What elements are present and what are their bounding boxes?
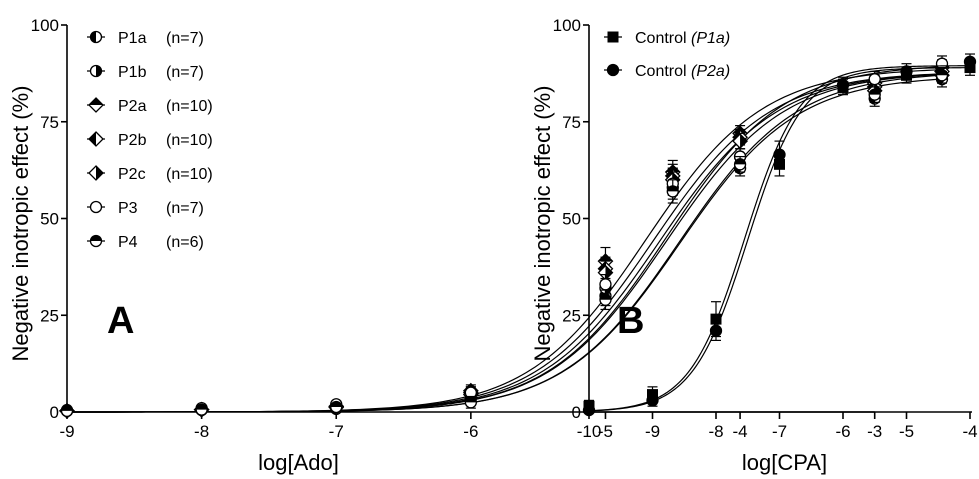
y-tick-label: 0 [50, 403, 59, 422]
legend-item: P4 (n=6) [87, 234, 204, 251]
data-point [464, 396, 477, 409]
x-tick-label: -5 [598, 422, 613, 441]
x-tick-label: -8 [194, 422, 209, 441]
legend-item: P1a (n=7) [87, 30, 204, 47]
legend-marker [88, 165, 104, 181]
x-tick-label: -9 [59, 422, 74, 441]
x-tick-label: -8 [708, 422, 723, 441]
legend-label: P2a [118, 98, 147, 115]
x-tick-label: -4 [733, 422, 748, 441]
chart-panel-a: 0 25 50 75 100 -9 -8 -7 -6 -5 -4 -3 log[Ado] Negative… [8, 16, 950, 475]
y-tick-label: 100 [31, 16, 59, 35]
data-point [646, 394, 659, 407]
legend-n-label: (n=10) [166, 166, 213, 183]
x-tick-label: -7 [772, 422, 787, 441]
data-point [868, 88, 881, 101]
x-tick-label: -9 [645, 422, 660, 441]
legend-marker [88, 131, 104, 147]
legend-n-label: (n=10) [166, 132, 213, 149]
legend-marker [606, 63, 620, 77]
panel-letter: A [107, 300, 134, 342]
x-tick-label: -6 [463, 422, 478, 441]
y-tick-label: 100 [553, 16, 581, 35]
y-tick-label: 50 [40, 210, 59, 229]
x-tick-label: -5 [899, 422, 914, 441]
data-point [582, 403, 596, 417]
y-tick-label: 75 [562, 113, 581, 132]
legend-item: P2a (n=10) [87, 97, 213, 115]
legend-n-label: (n=7) [166, 30, 204, 47]
x-tick-label: -10 [577, 422, 602, 441]
data-point [710, 313, 722, 325]
data-point [868, 73, 881, 86]
data-point [836, 78, 850, 92]
legend-label: P1b [118, 64, 147, 81]
legend-label: P2b [118, 132, 147, 149]
legend-n-label: (n=7) [166, 200, 204, 217]
y-tick-label: 25 [40, 306, 59, 325]
data-point [330, 400, 343, 414]
series-7 [60, 66, 949, 417]
data-point [599, 278, 612, 291]
legend-label: P4 [118, 234, 138, 251]
legend-label: Control (P1a) [635, 30, 730, 47]
series-1 [583, 59, 976, 413]
legend-marker [89, 200, 103, 214]
data-point [963, 55, 977, 68]
chart-panel-b: 0 25 50 75 100 -10 -9 -8 -7 -6 -5 -4 log[CPA] Negativ… [530, 16, 978, 475]
data-point [666, 185, 679, 198]
legend: Control (P1a) Control (P2a) [604, 30, 730, 80]
legend-label: P2c [118, 166, 146, 183]
y-tick-label: 0 [572, 403, 581, 422]
data-point [732, 133, 748, 150]
legend-n-label: (n=7) [166, 64, 204, 81]
fit-curve-7 [67, 78, 943, 413]
x-axis-title: log[CPA] [742, 450, 827, 475]
data-point [733, 158, 747, 171]
data-point [599, 293, 612, 306]
data-point [195, 403, 208, 416]
legend-marker [607, 31, 619, 43]
legend-marker [88, 97, 104, 113]
legend-label: Control (P2a) [635, 63, 730, 80]
legend-label: P1a [118, 30, 147, 47]
legend-item: P2b (n=10) [87, 131, 213, 149]
data-point [935, 69, 949, 82]
legend-item: P1b (n=7) [87, 64, 204, 81]
y-tick-label: 50 [562, 210, 581, 229]
data-point [60, 404, 74, 417]
panel-letter: B [617, 300, 644, 342]
x-tick-label: -3 [867, 422, 882, 441]
series-2 [582, 53, 977, 417]
data-point [900, 65, 913, 78]
legend-marker [89, 234, 103, 248]
legend-item: P3 (n=7) [87, 200, 204, 217]
legend-item: Control (P1a) [604, 30, 730, 47]
data-point [709, 324, 723, 337]
y-axis-title: Negative inotropic effect (%) [8, 86, 33, 362]
legend: P1a (n=7) P1b (n=7) P2a (n=10) P2b (n=10) P2c (n=… [87, 30, 213, 251]
legend-n-label: (n=6) [166, 234, 204, 251]
y-tick-label: 75 [40, 113, 59, 132]
x-tick-label: -4 [962, 422, 977, 441]
x-tick-label: -7 [329, 422, 344, 441]
legend-marker [89, 30, 103, 44]
y-axis-title: Negative inotropic effect (%) [530, 86, 555, 362]
x-tick-label: -6 [835, 422, 850, 441]
y-tick-label: 25 [562, 306, 581, 325]
legend-marker [89, 64, 103, 78]
data-point [773, 148, 786, 161]
x-axis-title: log[Ado] [258, 450, 339, 475]
legend-n-label: (n=10) [166, 98, 213, 115]
legend-item: P2c (n=10) [87, 165, 213, 183]
legend-label: P3 [118, 200, 138, 217]
legend-item: Control (P2a) [604, 63, 730, 80]
fit-curve-2 [588, 65, 971, 412]
